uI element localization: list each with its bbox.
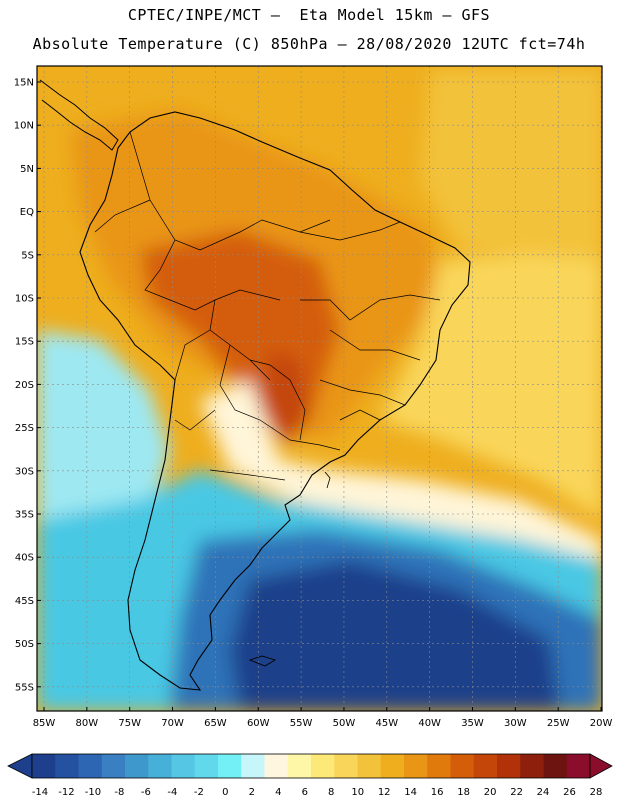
- colorbar-swatch: [241, 754, 265, 778]
- colorbar-tick-label: 10: [351, 787, 364, 798]
- latitude-labels: 15N 10N 5N EQ 5S 10S 15S 20S 25S 30S 35S 40S 45S 50S 5…: [14, 78, 41, 693]
- lat-label: 45S: [15, 596, 34, 607]
- lat-label: 50S: [15, 639, 34, 650]
- colorbar-max-arrow: [589, 753, 613, 779]
- lat-label: 40S: [15, 553, 34, 564]
- colorbar-swatch: [380, 754, 405, 778]
- colorbar-tick-label: 26: [563, 787, 576, 798]
- lon-label: 65W: [204, 718, 227, 729]
- colorbar-tick-label: 0: [222, 787, 228, 798]
- colorbar-swatch: [32, 754, 56, 778]
- lat-label: 55S: [15, 682, 34, 693]
- colorbar-swatch: [357, 754, 382, 778]
- colorbar-tick-label: -10: [85, 787, 101, 798]
- lat-label: EQ: [20, 207, 34, 218]
- map-title-line2: Absolute Temperature (C) 850hPa – 28/08/…: [32, 35, 586, 53]
- colorbar-swatch: [450, 754, 475, 778]
- lat-label: 5N: [20, 164, 34, 175]
- colorbar-swatch: [55, 754, 79, 778]
- colorbar-tick-label: 6: [302, 787, 308, 798]
- colorbar-swatch: [218, 754, 242, 778]
- colorbar-tick-label: 16: [431, 787, 444, 798]
- colorbar-swatch: [334, 754, 358, 778]
- lon-label: 20W: [590, 718, 613, 729]
- lon-label: 40W: [418, 718, 441, 729]
- lon-label: 35W: [461, 718, 484, 729]
- lat-label: 10N: [14, 121, 34, 132]
- lon-label: 55W: [290, 718, 313, 729]
- lat-label: 10S: [15, 294, 34, 305]
- lat-label: 15S: [15, 337, 34, 348]
- lat-label: 5S: [21, 250, 34, 261]
- lon-label: 50W: [333, 718, 356, 729]
- colorbar-swatch: [101, 754, 126, 778]
- colorbar-swatch: [194, 754, 219, 778]
- falkland-islands: [248, 655, 277, 667]
- colorbar-swatch: [171, 754, 196, 778]
- central-america-coastline: [39, 79, 119, 151]
- colorbar-swatch: [520, 754, 544, 778]
- colorbar-swatch: [497, 754, 521, 778]
- colorbar-tick-label: -4: [167, 787, 177, 798]
- map-frame: [36, 65, 603, 712]
- colorbar-tick-label: 2: [249, 787, 255, 798]
- lon-label: 85W: [33, 718, 56, 729]
- lon-label: 70W: [161, 718, 184, 729]
- colorbar-tick-label: 14: [404, 787, 417, 798]
- lon-label: 60W: [247, 718, 270, 729]
- colorbar-tick-label: 12: [378, 787, 391, 798]
- lat-label: 25S: [15, 423, 34, 434]
- colorbar-swatch: [264, 754, 289, 778]
- colorbar-min-arrow: [7, 753, 33, 779]
- map-title-line1: CPTEC/INPE/MCT – Eta Model 15km – GFS: [127, 6, 491, 24]
- lat-label: 15N: [14, 78, 34, 89]
- colorbar-tick-label: 4: [275, 787, 281, 798]
- field-frontal-band: [200, 380, 602, 560]
- lagoon-outline: [324, 471, 331, 489]
- colorbar-swatch: [287, 754, 312, 778]
- temperature-field: [37, 66, 602, 711]
- colorbar-swatch: [125, 754, 149, 778]
- field-yellow-atlantic: [380, 250, 602, 520]
- colorbar-tick-label: -2: [194, 787, 204, 798]
- lat-label: 35S: [15, 510, 34, 521]
- colorbar-swatch: [427, 754, 451, 778]
- colorbar-swatch: [78, 754, 103, 778]
- field-gold-north-atlantic: [420, 70, 602, 260]
- lon-label: 45W: [375, 718, 398, 729]
- colorbar: [7, 753, 613, 779]
- longitude-labels: 85W 80W 75W 70W 65W 60W 55W 50W 45W 40W 35W 30W 25W 2…: [33, 707, 613, 729]
- lon-label: 30W: [504, 718, 527, 729]
- colorbar-tick-label: -12: [58, 787, 74, 798]
- colorbar-tick-label: 8: [328, 787, 334, 798]
- colorbar-tick-label: -14: [32, 787, 48, 798]
- colorbar-swatch: [311, 754, 335, 778]
- colorbar-tick-label: -8: [114, 787, 124, 798]
- colorbar-swatch: [566, 754, 591, 778]
- map-grid: [37, 66, 602, 711]
- colorbar-tick-label: 28: [590, 787, 603, 798]
- colorbar-tick-labels: -14 -12 -10 -8 -6 -4 -2 0 2 4 6 8 10 12 14 16 18 20 22 24 26…: [32, 787, 603, 798]
- colorbar-tick-label: 24: [537, 787, 550, 798]
- lon-label: 80W: [76, 718, 99, 729]
- colorbar-swatch: [473, 754, 498, 778]
- lat-label: 30S: [15, 466, 34, 477]
- country-borders: [94, 131, 441, 481]
- field-deep-blue-south: [230, 560, 560, 711]
- colorbar-tick-label: 18: [457, 787, 470, 798]
- lon-label: 25W: [547, 718, 570, 729]
- colorbar-tick-label: -6: [141, 787, 151, 798]
- colorbar-swatch: [543, 754, 568, 778]
- colorbar-tick-label: 22: [510, 787, 523, 798]
- colorbar-swatch: [404, 754, 428, 778]
- field-hot-core-south: [260, 350, 310, 445]
- colorbar-swatch: [148, 754, 172, 778]
- lat-label: 20S: [15, 380, 34, 391]
- lon-label: 75W: [118, 718, 141, 729]
- south-america-coastline: [79, 111, 471, 691]
- colorbar-tick-label: 20: [484, 787, 497, 798]
